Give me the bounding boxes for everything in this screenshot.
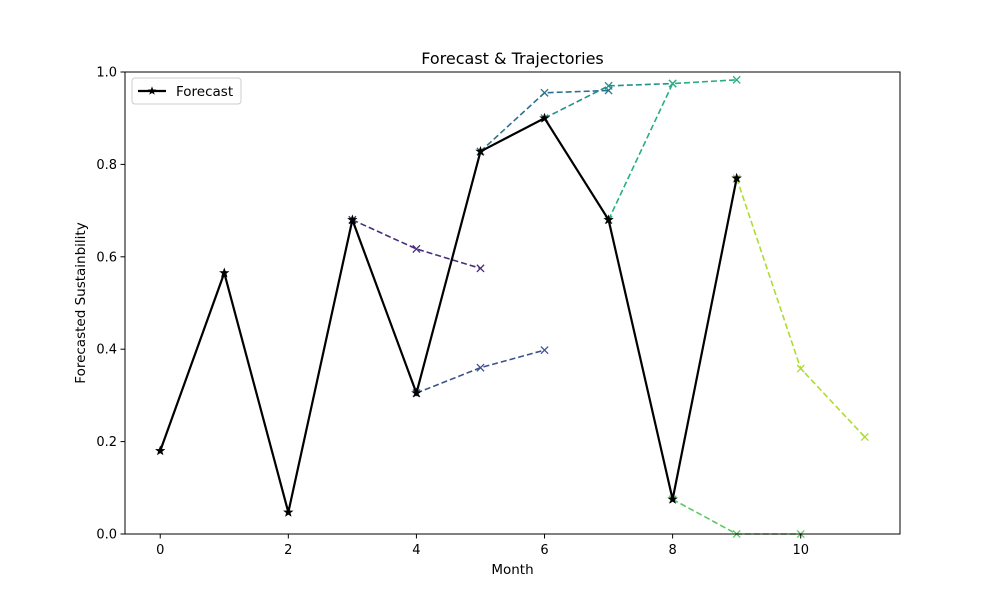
x-tick-label: 2 [284,543,292,558]
axes-frame [124,71,901,535]
forecast-line [159,116,738,513]
chart-title: Forecast & Trajectories [421,49,604,68]
forecast-point [667,493,678,504]
forecast-point [475,145,486,156]
y-axis-label: Forecasted Sustainbility [73,222,89,383]
x-tick-label: 6 [540,543,548,558]
trajectory-line [607,79,737,221]
x-tick-label: 8 [668,543,676,558]
y-tick-label: 0.2 [96,435,117,450]
y-tick-label: 0.8 [96,158,117,173]
forecast-point [731,172,742,183]
forecast-point [283,506,294,517]
legend-forecast-label: Forecast [176,84,233,100]
y-tick-label: 0.4 [96,343,117,358]
x-tick-label: 4 [412,543,420,558]
y-tick-label: 0.6 [96,250,117,265]
trajectory-point [860,432,869,442]
legend-forecast-marker [147,86,157,95]
trajectory-point [476,264,485,273]
forecast-point [539,112,550,123]
y-tick-label: 1.0 [96,66,117,81]
trajectory-line [352,219,481,270]
forecast-point [155,445,166,456]
trajectory-line [544,82,673,119]
trajectory-point [732,75,741,84]
forecast-point [347,214,358,225]
y-tick-label: 0.0 [96,528,117,543]
trajectory-point [540,88,549,97]
legend-box [131,77,242,105]
forecast-series [155,112,742,517]
trajectory-point [796,364,805,373]
x-tick-label: 10 [792,543,809,558]
trajectory-point [412,244,421,254]
axes: 0 2 4 6 8 10 0.0 0.2 0.4 0.6 0.8 1.0 [96,66,901,558]
trajectory-point [604,81,613,90]
forecast-point [411,387,422,398]
x-tick-label: 0 [156,543,164,558]
x-axis-label: Month [491,562,533,578]
forecast-point [603,214,614,225]
trajectory-point [476,363,485,372]
trajectory-point [668,79,677,88]
trajectory-point [540,346,549,355]
forecast-point [219,267,230,278]
legend: Forecast [131,77,242,105]
